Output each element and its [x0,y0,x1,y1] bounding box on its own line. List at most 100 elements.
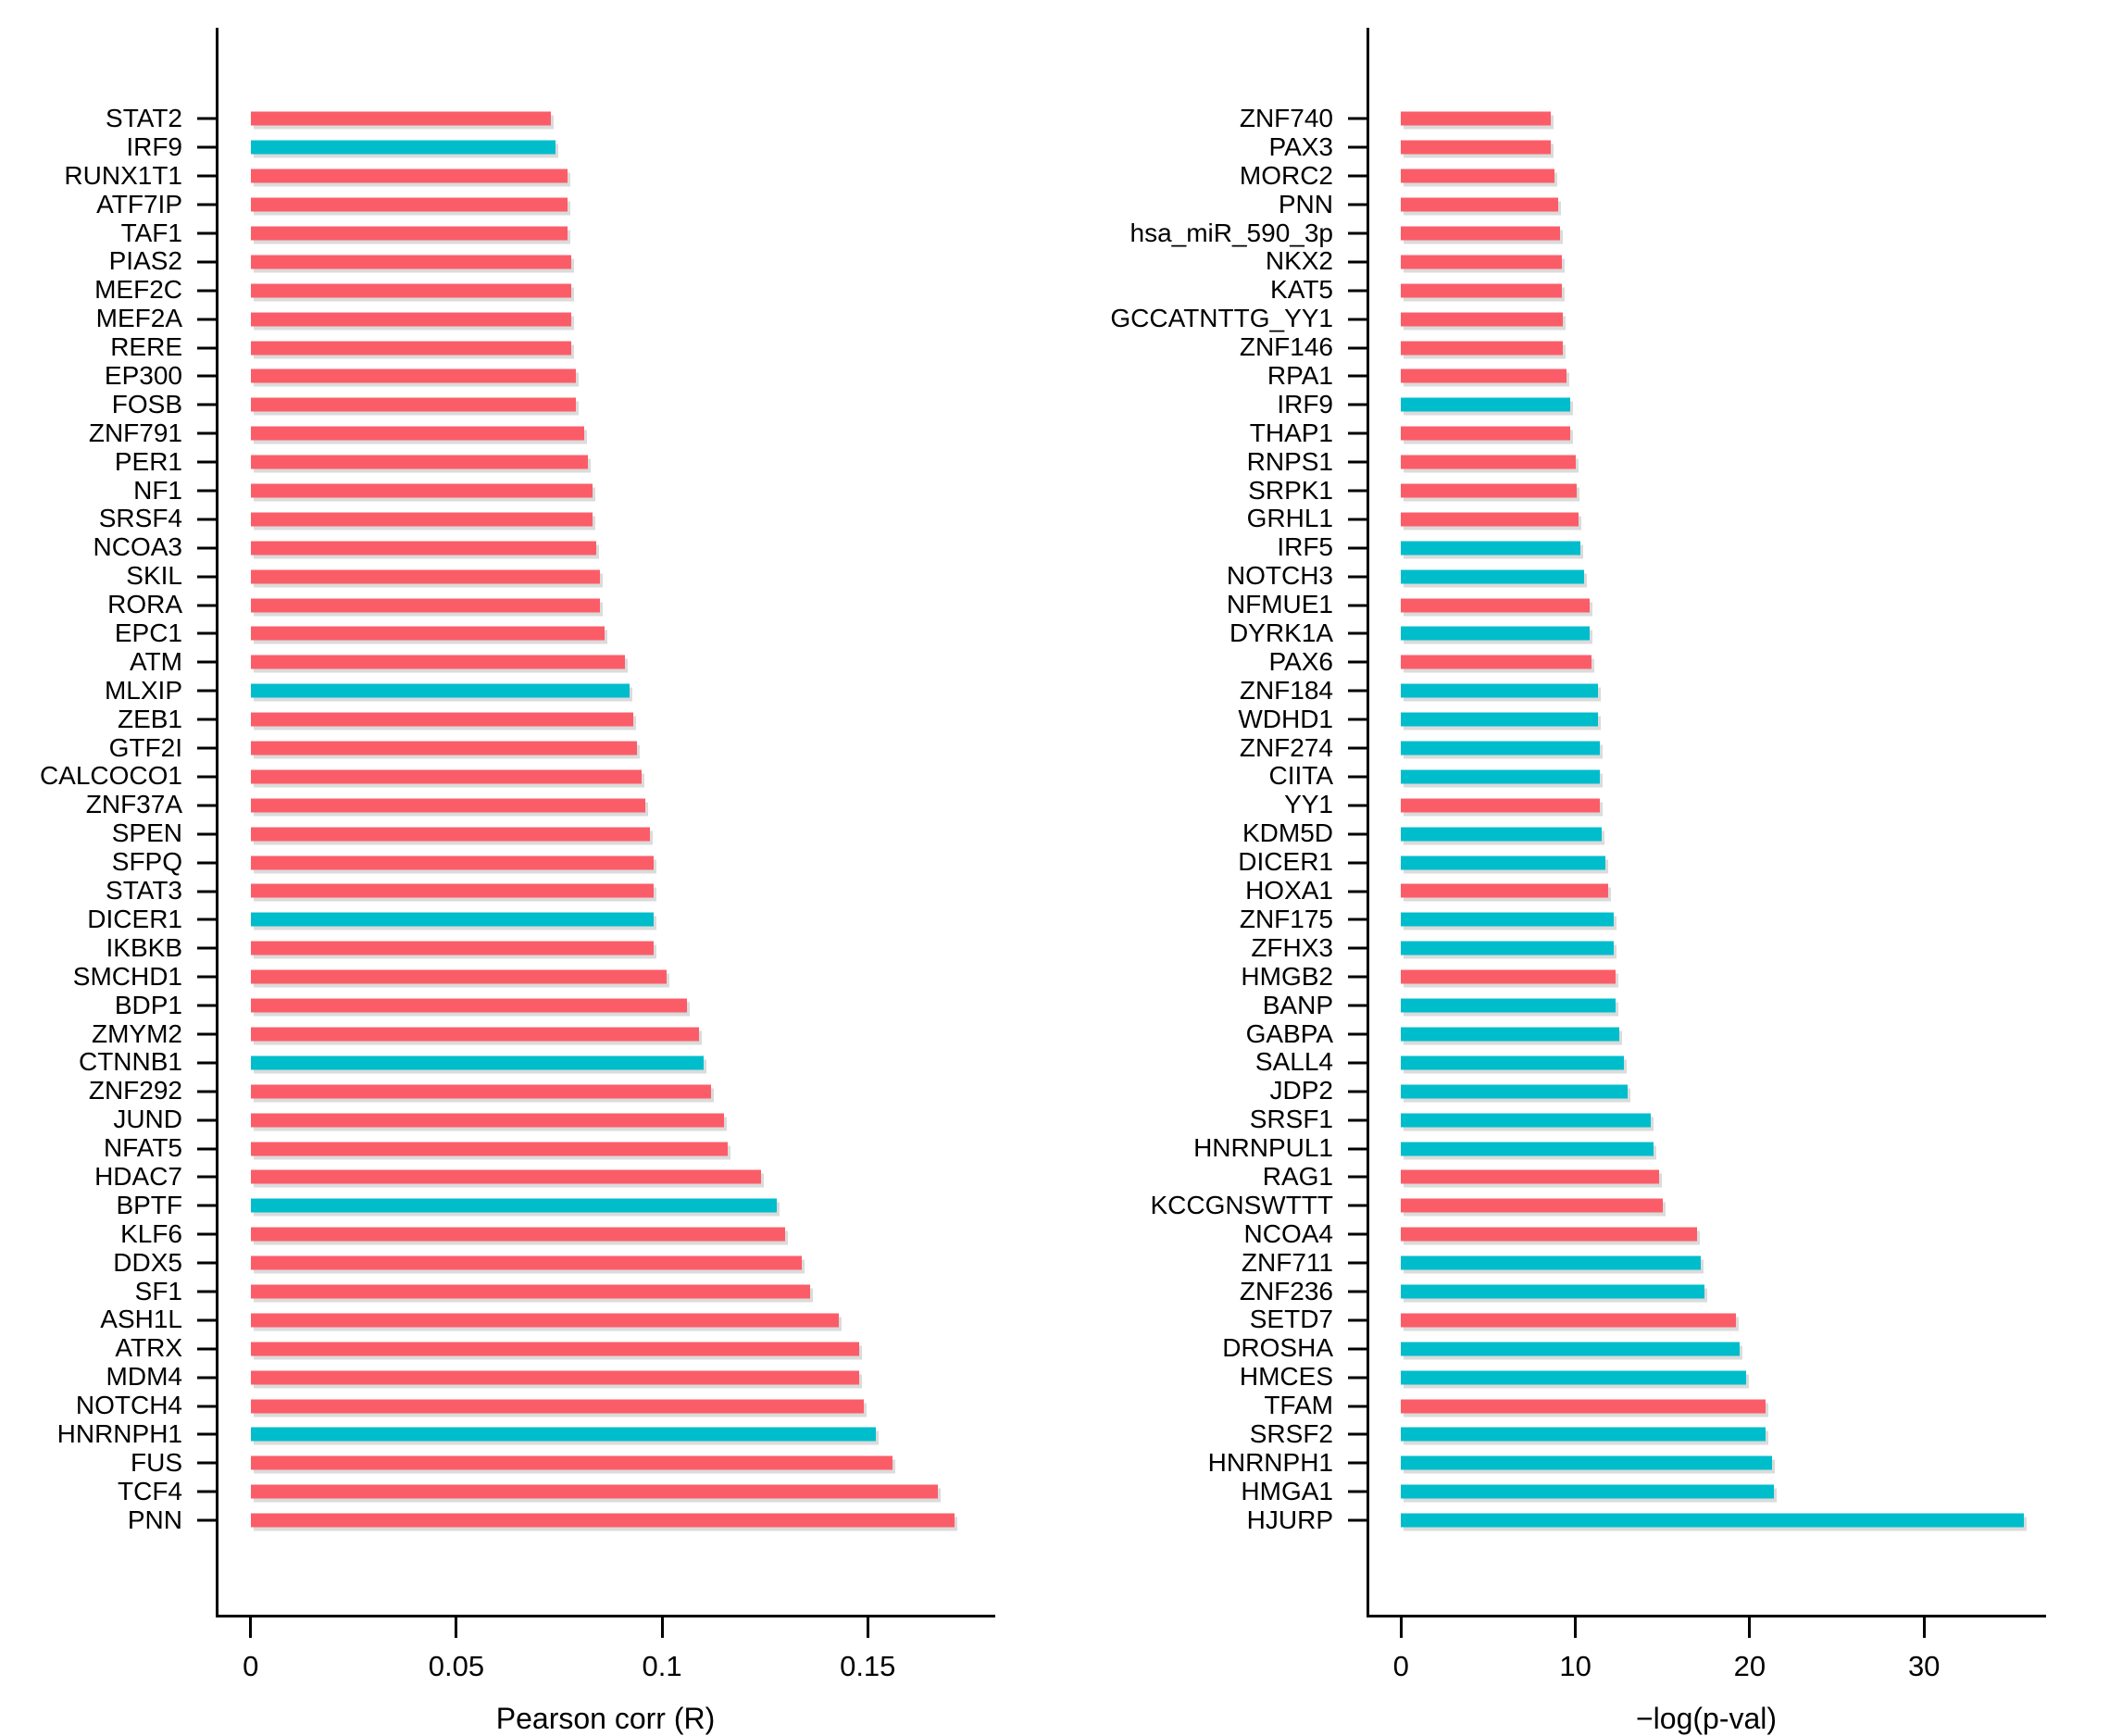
bar [250,283,572,298]
bar [1401,1142,1654,1155]
bar-track [216,247,995,276]
bar-track [1367,533,2046,562]
y-axis-label: STAT2 [0,104,216,133]
y-axis-label: ZNF791 [0,418,216,448]
bar [1401,1255,1702,1270]
bar-track [1367,505,2046,533]
bar [1401,169,1554,183]
bar-track [1367,848,2046,877]
bar-track [216,191,995,219]
bar-row: HNRNPUL1 [1061,1133,2046,1163]
y-axis-label: GRHL1 [1061,505,1367,533]
bar [250,1427,877,1442]
y-axis-label: THAP1 [1061,418,1367,448]
y-axis-label: SETD7 [1061,1305,1367,1334]
bar-track [1367,247,2046,276]
bar-row: SETD7 [1061,1305,2046,1334]
y-axis-label: PER1 [0,447,216,477]
bar [250,226,568,241]
bar-row: ZFHX3 [1061,933,2046,963]
right-chart-panel: ZNF740 PAX3 MORC2 PNN hsa_miR_590_3p NKX2 KAT5… [1061,28,2046,1735]
bar-row: NFMUE1 [1061,590,2046,619]
bar [1401,397,1570,412]
x-axis-tick-label: 20 [1733,1650,1766,1682]
bar-track [216,591,995,619]
bar [1401,111,1552,126]
y-axis-label: ZMYM2 [0,1019,216,1049]
right-x-axis-line [1367,1615,2046,1617]
bar-row: CTNNB1 [0,1047,995,1077]
bar [1401,741,1600,756]
bar-row: JUND [0,1105,995,1134]
y-axis-label: ATF7IP [0,190,216,219]
bar [1401,312,1564,327]
bar [250,197,568,212]
y-axis-label: STAT3 [0,876,216,905]
left-x-axis-ticks [216,1617,995,1640]
y-axis-label: RNPS1 [1061,447,1367,477]
y-axis-label: KAT5 [1061,275,1367,305]
bar-row: ZEB1 [0,705,995,734]
bar-row: DROSHA [1061,1333,2046,1363]
bar-row: NOTCH3 [1061,561,2046,591]
y-axis-label: SF1 [0,1277,216,1306]
x-axis-tick [660,1617,664,1638]
bar-row: HOXA1 [1061,876,2046,905]
bar [250,827,650,842]
y-axis-label: FOSB [0,390,216,419]
bar-row: KDM5D [1061,818,2046,848]
bar-track [216,1249,995,1278]
bar-track [1367,1163,2046,1192]
bar-track [216,819,995,848]
bar-track [216,1506,995,1535]
bar-track [1367,992,2046,1020]
bar [1401,341,1564,356]
y-axis-label: JUND [0,1105,216,1134]
bar-track [216,448,995,477]
bar-track [1367,1048,2046,1077]
y-axis-label: MEF2C [0,275,216,305]
bar-track [1367,734,2046,763]
bar-track [216,877,995,905]
bar-row: TCF4 [0,1477,995,1506]
bar [250,655,626,669]
bar-row: RUNX1T1 [0,161,995,191]
bar-track [1367,791,2046,819]
bar-track [1367,362,2046,391]
bar [1401,1513,2024,1528]
bar-row: ZNF274 [1061,733,2046,763]
y-axis-label: GTF2I [0,733,216,763]
bar-row: HMGB2 [1061,962,2046,992]
bar-row: STAT2 [0,104,995,133]
bar [1401,1055,1625,1070]
y-axis-label: CALCOCO1 [0,762,216,791]
bar [250,541,596,556]
bar [250,512,593,527]
bar-track [216,1278,995,1306]
bar-row: PNN [0,1505,995,1535]
y-axis-label: NOTCH4 [0,1391,216,1420]
bar-row: FUS [0,1448,995,1478]
bar [1401,368,1567,383]
bar-row: ZNF37A [0,790,995,819]
bar [1401,712,1599,727]
bar-track [216,533,995,562]
bar-track [216,963,995,992]
y-axis-label: IRF9 [0,132,216,162]
bar-track [216,105,995,133]
bar-row: HNRNPH1 [0,1419,995,1449]
y-axis-label: PIAS2 [0,247,216,276]
bar [250,569,601,584]
bar-track [216,791,995,819]
x-axis-tick-label: 0 [243,1650,259,1682]
bar-row: GRHL1 [1061,505,2046,533]
bar-row: WDHD1 [1061,705,2046,734]
bar-track [216,1363,995,1392]
bar-row: RORA [0,590,995,619]
bar [1401,1427,1766,1442]
bar [250,169,568,183]
bar-row: MEF2A [0,304,995,333]
y-axis-label: ZNF274 [1061,733,1367,763]
y-axis-label: FUS [0,1448,216,1478]
y-axis-label: DICER1 [1061,847,1367,877]
